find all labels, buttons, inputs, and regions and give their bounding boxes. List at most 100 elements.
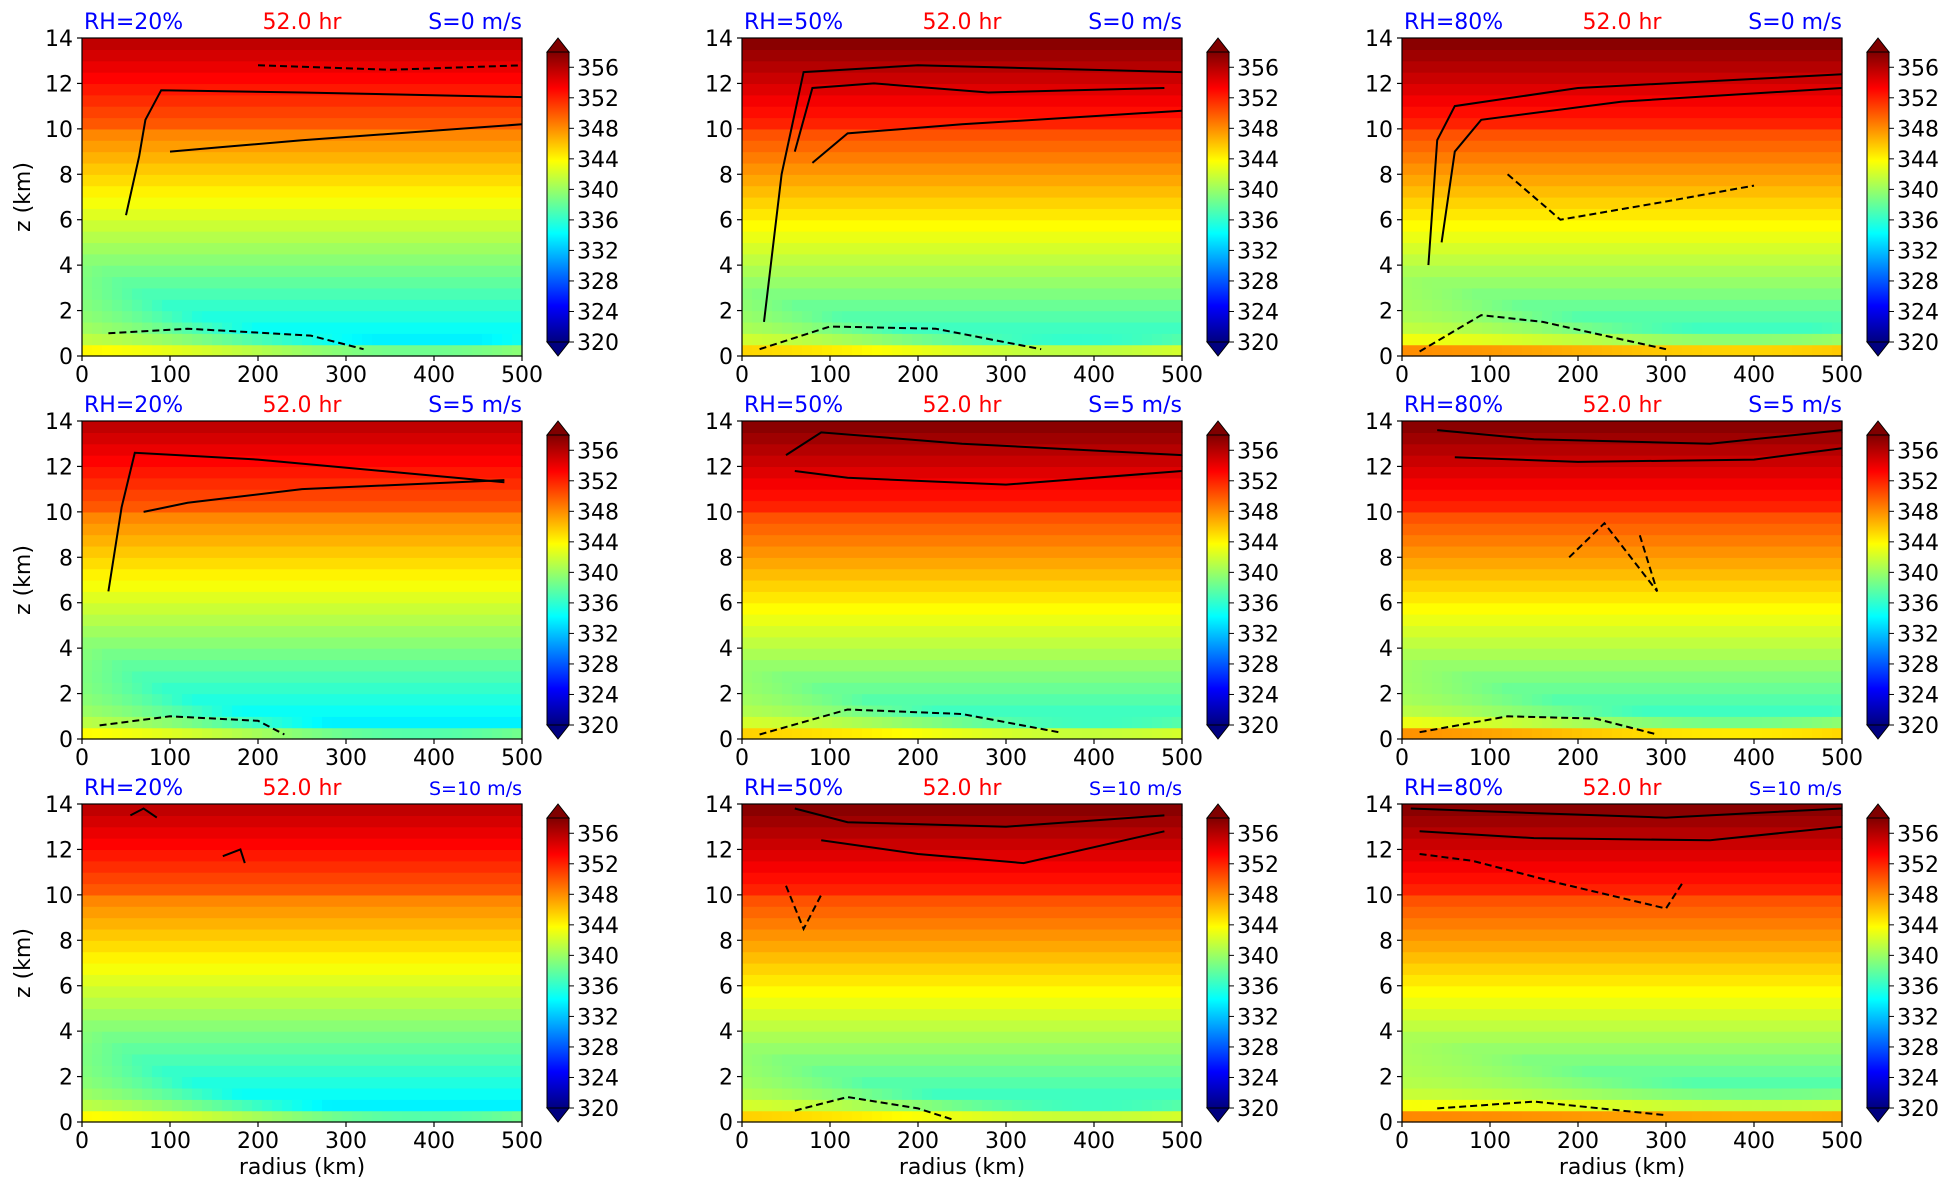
heat-cell [82, 60, 93, 73]
heat-cell [742, 208, 753, 221]
heat-cell [412, 580, 423, 592]
heat-cell [1562, 117, 1573, 130]
heat-cell [442, 659, 453, 672]
heat-cell [1702, 333, 1713, 346]
heat-cell [182, 231, 193, 244]
heat-cell [182, 128, 193, 141]
heat-cell [1812, 276, 1823, 289]
heat-cell [292, 455, 303, 468]
heat-cell [512, 151, 523, 164]
heat-cell [772, 265, 783, 278]
heat-cell [1732, 83, 1743, 96]
heat-cell [192, 287, 203, 300]
heat-cell [1042, 197, 1053, 209]
heat-cell [1452, 49, 1463, 62]
heat-cell [972, 208, 983, 221]
heat-cell [1482, 231, 1493, 244]
heat-cell [1082, 174, 1093, 187]
heat-cell [1492, 265, 1503, 278]
heat-cell [182, 648, 193, 661]
heat-cell [1702, 185, 1713, 198]
heat-cell [392, 60, 403, 73]
heat-cell [1502, 231, 1513, 244]
heat-cell [222, 321, 233, 334]
heat-cell [1702, 299, 1713, 312]
heat-cell [302, 128, 313, 141]
colorbar-tick-label: 332 [577, 239, 619, 264]
heat-cell [992, 287, 1003, 300]
heat-cell [1492, 83, 1503, 96]
heat-cell [442, 128, 453, 141]
heat-cell [1592, 117, 1603, 130]
heat-cell [382, 716, 393, 729]
heat-cell [812, 219, 823, 232]
heat-cell [252, 500, 263, 513]
heat-cell [1822, 162, 1833, 175]
heat-cell [1052, 344, 1063, 357]
heat-cell [812, 231, 823, 244]
heat-cell [742, 38, 753, 50]
heat-cell [82, 185, 93, 198]
heat-cell [362, 106, 373, 119]
heat-cell [1552, 60, 1563, 73]
heat-cell [1492, 287, 1503, 300]
heat-cell [392, 140, 403, 153]
heat-cell [1572, 276, 1583, 289]
heat-cell [422, 443, 433, 456]
heat-cell [482, 287, 493, 300]
heat-cell [882, 253, 893, 266]
heat-cell [1072, 117, 1083, 130]
heat-cell [112, 625, 123, 638]
heat-cell [1712, 60, 1723, 73]
heat-cell [82, 310, 93, 323]
heat-cell [442, 72, 453, 85]
heat-cell [172, 242, 183, 255]
heat-cell [232, 534, 243, 547]
heat-cell [1502, 310, 1513, 323]
heat-cell [282, 94, 293, 107]
heat-cell [232, 276, 243, 289]
heat-cell [292, 49, 303, 62]
heat-cell [1582, 219, 1593, 232]
heat-cell [1662, 106, 1673, 119]
heat-cell [1042, 242, 1053, 255]
heat-cell [1172, 310, 1183, 323]
heat-cell [1642, 276, 1653, 289]
heat-cell [1802, 253, 1813, 266]
heat-cell [882, 117, 893, 130]
heat-cell [462, 162, 473, 175]
heat-cell [242, 231, 253, 244]
heat-cell [1712, 265, 1723, 278]
heat-cell [982, 151, 993, 164]
heat-cell [92, 321, 103, 334]
heat-cell [112, 49, 123, 62]
heat-cell [192, 648, 203, 661]
heat-cell [1062, 253, 1073, 266]
heat-cell [1652, 117, 1663, 130]
heat-cell [382, 557, 393, 570]
heat-cell [192, 117, 203, 130]
heat-cell [902, 242, 913, 255]
heat-cell [1762, 185, 1773, 198]
heat-cell [1662, 60, 1673, 73]
heat-cell [462, 242, 473, 255]
heat-cell [852, 197, 863, 209]
heat-cell [1492, 140, 1503, 153]
heat-cell [1132, 219, 1143, 232]
heat-cell [402, 197, 413, 209]
colorbar-max-extend [1865, 37, 1891, 53]
heat-cell [1102, 72, 1113, 85]
heat-cell [272, 83, 283, 96]
heat-cell [1442, 94, 1453, 107]
heat-cell [1822, 265, 1833, 278]
heat-cell [792, 162, 803, 175]
heat-cell [1692, 299, 1703, 312]
heat-cell [222, 276, 233, 289]
heat-cell [1502, 106, 1513, 119]
heat-cell [1732, 321, 1743, 334]
heat-cell [1812, 231, 1823, 244]
heat-cell [152, 466, 163, 479]
heat-cell [302, 253, 313, 266]
heat-cell [432, 432, 443, 445]
heat-cell [332, 580, 343, 592]
